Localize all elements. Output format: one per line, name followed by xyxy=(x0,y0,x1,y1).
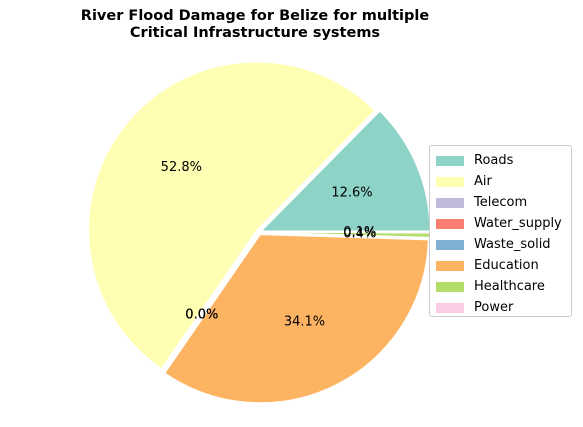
pie-label-healthcare: 0.4% xyxy=(343,226,376,241)
chart-title-line-1: River Flood Damage for Belize for multip… xyxy=(80,8,430,24)
legend-label-power: Power xyxy=(474,300,514,315)
pie-slice-air xyxy=(88,61,376,369)
legend-label-waste-solid: Waste_solid xyxy=(474,237,551,252)
chart-title: River Flood Damage for Belize for multip… xyxy=(0,8,510,42)
legend-item-education: Education xyxy=(436,255,571,276)
pie-label-roads: 12.6% xyxy=(331,186,372,201)
legend-swatch-waste-solid xyxy=(436,239,464,250)
pie-slices xyxy=(88,61,431,404)
pie-slice-education xyxy=(164,234,429,404)
legend-item-water-supply: Water_supply xyxy=(436,213,571,234)
legend-item-power: Power xyxy=(436,297,571,318)
pie-label-air: 52.8% xyxy=(161,160,202,175)
legend-swatch-air xyxy=(436,176,464,187)
legend-swatch-telecom xyxy=(436,197,464,208)
pie-label-waste-solid: 0.0% xyxy=(185,308,218,323)
legend-swatch-education xyxy=(436,260,464,271)
legend-item-air: Air xyxy=(436,171,571,192)
pie-label-power: 0.1% xyxy=(343,225,376,240)
pie-label-water-supply: 0.0% xyxy=(185,308,218,323)
legend-swatch-healthcare xyxy=(436,281,464,292)
legend-item-telecom: Telecom xyxy=(436,192,571,213)
legend-label-water-supply: Water_supply xyxy=(474,216,562,231)
pie-labels: 12.6%52.8%0.0%0.0%0.0% 34.1%0.4%0.1% xyxy=(161,160,377,329)
legend-label-roads: Roads xyxy=(474,153,514,168)
legend-item-waste-solid: Waste_solid xyxy=(436,234,571,255)
legend: Roads Air Telecom Water_supply Waste_solid Ed… xyxy=(429,145,572,317)
pie-label-telecom: 0.0% xyxy=(185,308,218,323)
pie-label-education: 34.1% xyxy=(284,314,325,329)
legend-item-roads: Roads xyxy=(436,150,571,171)
legend-label-air: Air xyxy=(474,174,492,189)
legend-swatch-roads xyxy=(436,155,464,166)
legend-swatch-power xyxy=(436,302,464,313)
legend-item-healthcare: Healthcare xyxy=(436,276,571,297)
chart-title-line-2: Critical Infrastructure systems xyxy=(129,25,381,41)
legend-swatch-water-supply xyxy=(436,218,464,229)
legend-label-healthcare: Healthcare xyxy=(474,279,545,294)
legend-label-education: Education xyxy=(474,258,539,273)
legend-label-telecom: Telecom xyxy=(474,195,528,210)
